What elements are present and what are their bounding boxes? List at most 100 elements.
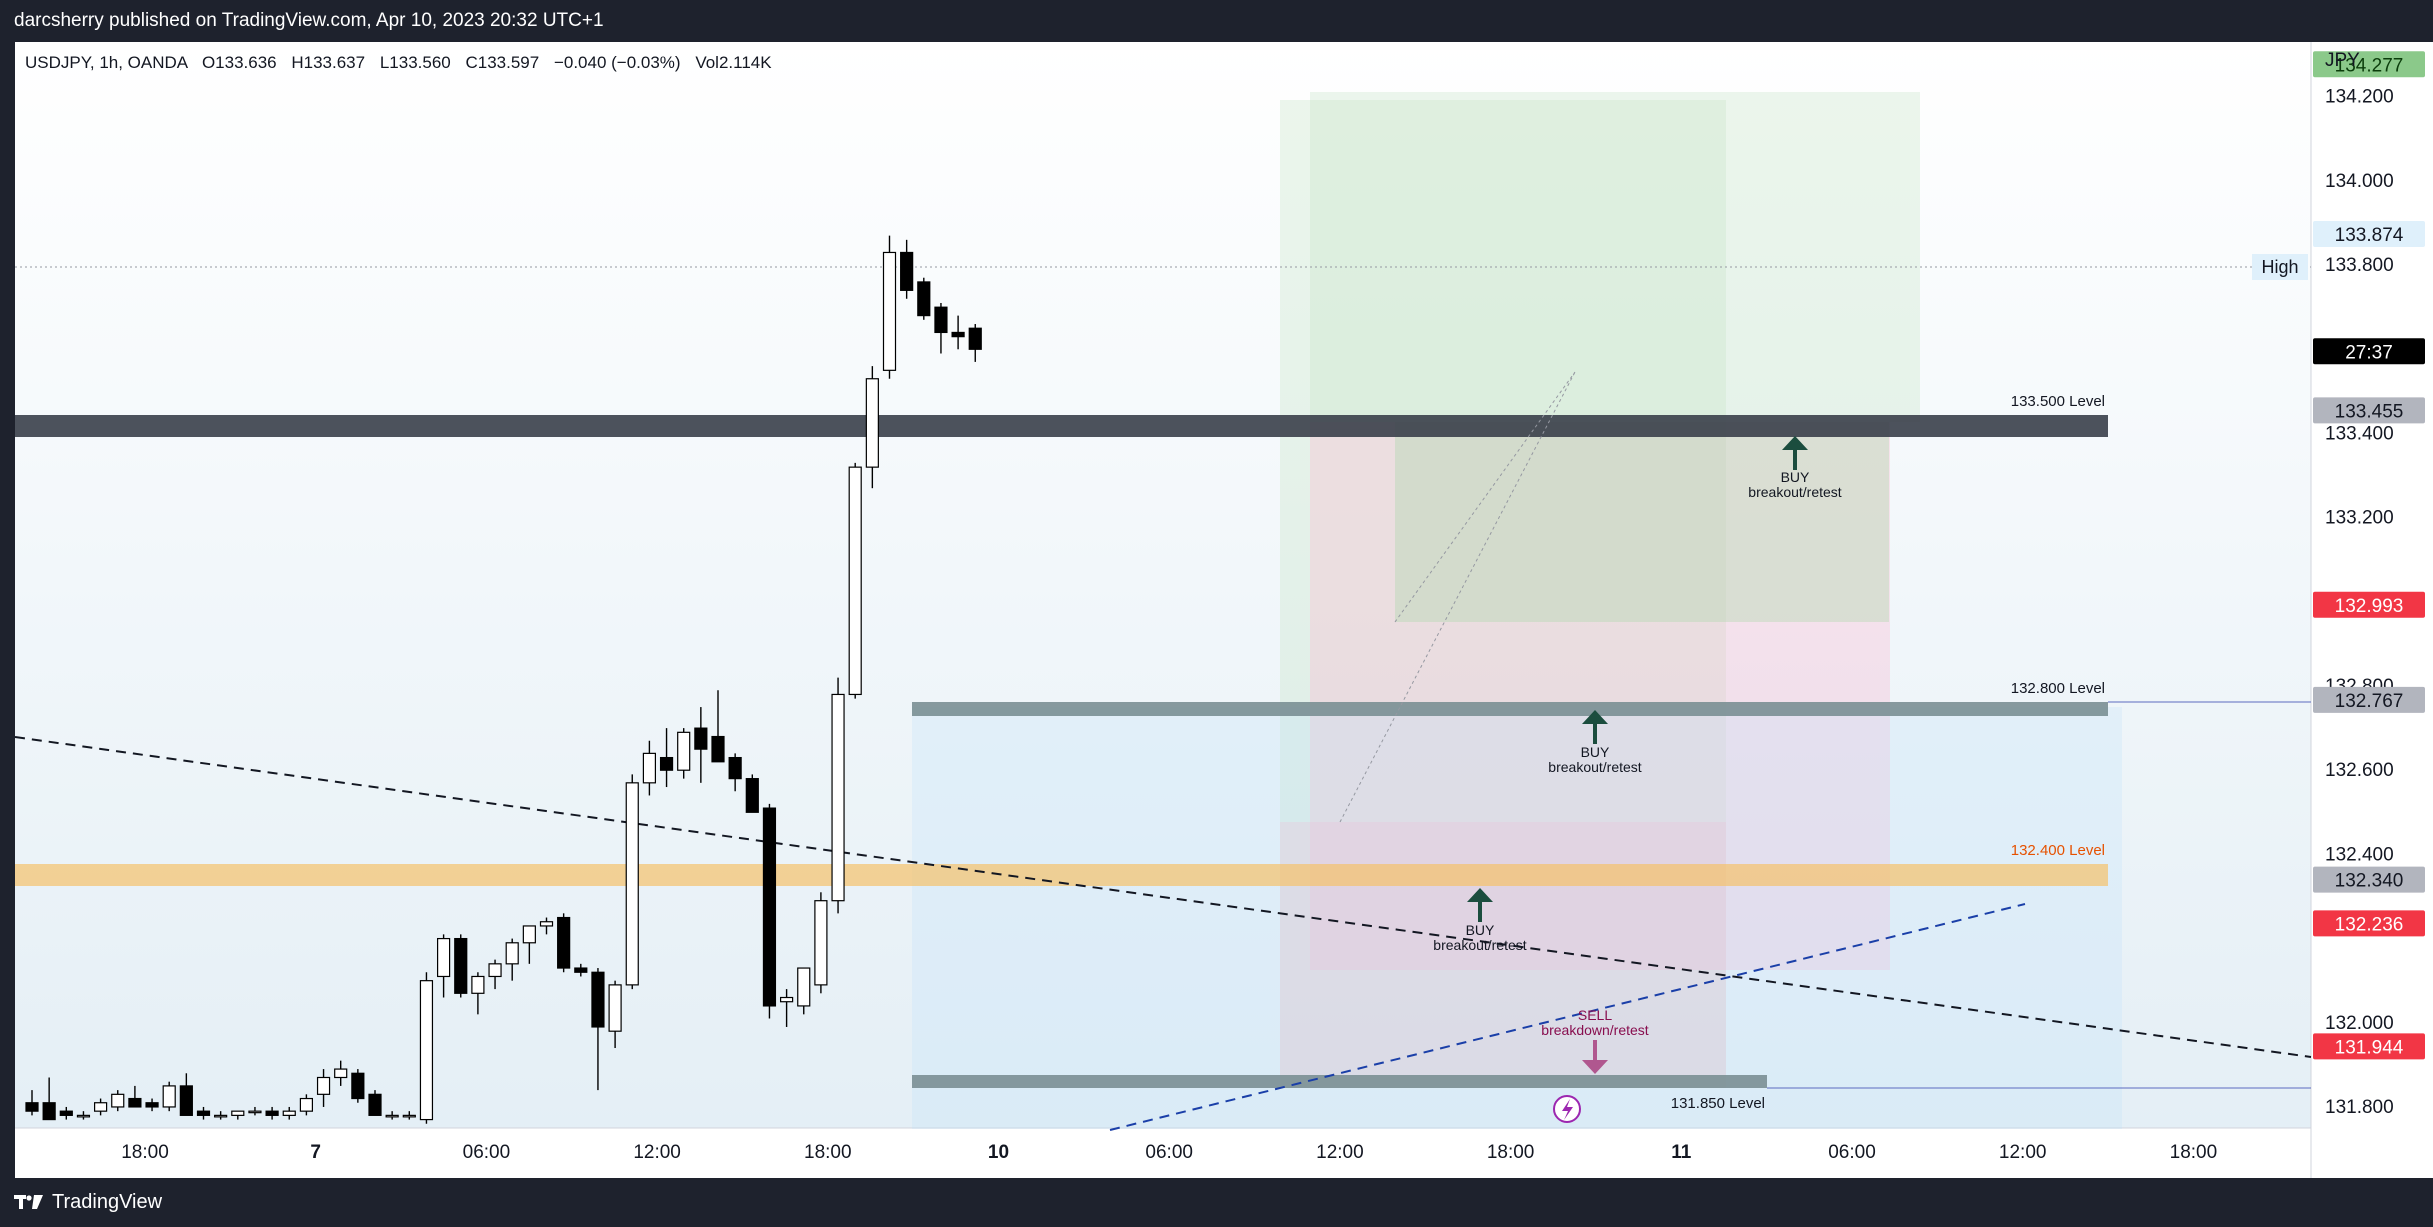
candle-down[interactable] (25, 1102, 39, 1112)
price-badge (2313, 397, 2425, 424)
price-badge-label: 132.993 (2335, 596, 2404, 617)
candle-up[interactable] (334, 1068, 348, 1079)
candle-up[interactable] (162, 1085, 176, 1108)
tradingview-logo-icon (14, 1194, 44, 1211)
candle-up[interactable] (522, 925, 536, 944)
candle-up[interactable] (402, 1114, 416, 1118)
level-label-131850: 131.850 Level (1671, 1095, 1765, 1112)
price-tick-label: 133.200 (2325, 508, 2394, 529)
annotation-buy-1-sub: breakout/retest (1748, 484, 1841, 500)
price-tick-label: 133.400 (2325, 423, 2394, 444)
legend-change: −0.040 (−0.03%) (554, 53, 681, 72)
lightning-bolt-icon (1562, 1099, 1573, 1120)
candle-down[interactable] (574, 967, 588, 973)
price-badge (2313, 1033, 2425, 1060)
publisher-text: darcsherry published on TradingView.com,… (14, 10, 604, 31)
legend-close: C133.597 (465, 53, 539, 72)
price-tick-label: 134.000 (2325, 171, 2394, 192)
candle-down[interactable] (265, 1110, 279, 1116)
price-badge-label: 131.944 (2335, 1037, 2404, 1058)
annotation-buy-1-title: BUY (1781, 469, 1810, 485)
chart-area[interactable]: 133.500 Level 132.800 Level 132.400 Leve… (14, 42, 2433, 1178)
candle-up[interactable] (882, 251, 897, 371)
candle-down[interactable] (59, 1110, 73, 1116)
legend-high: H133.637 (291, 53, 365, 72)
candle-down[interactable] (968, 327, 982, 350)
legend-line: USDJPY, 1h, OANDA O133.636 H133.637 L133… (25, 53, 772, 72)
candle-down[interactable] (196, 1110, 211, 1116)
candle-up[interactable] (214, 1114, 228, 1118)
candle-down[interactable] (659, 756, 674, 771)
candle-up[interactable] (625, 782, 639, 986)
candle-up[interactable] (231, 1110, 245, 1116)
candle-down[interactable] (42, 1102, 56, 1121)
candle-up[interactable] (282, 1110, 296, 1116)
candle-up[interactable] (677, 731, 691, 771)
currency-label: JPY (2325, 50, 2360, 71)
candle-down[interactable] (900, 251, 914, 291)
level-133500-band (15, 415, 2108, 437)
candle-down[interactable] (728, 756, 742, 780)
candle-up[interactable] (437, 937, 451, 978)
candle-down[interactable] (934, 306, 948, 334)
candle-down[interactable] (694, 727, 708, 750)
candle-up[interactable] (505, 942, 519, 965)
candle-up[interactable] (848, 466, 862, 696)
candle-up[interactable] (419, 980, 434, 1121)
candle-up[interactable] (831, 693, 845, 902)
time-tick-label: 18:00 (1487, 1142, 1535, 1163)
candle-down[interactable] (591, 971, 605, 1028)
high-label: High (2261, 257, 2298, 277)
candle-down[interactable] (951, 331, 965, 338)
candle-down[interactable] (179, 1085, 193, 1116)
level-label-133500: 133.500 Level (2011, 393, 2105, 410)
candle-down[interactable] (145, 1102, 159, 1108)
candle-up[interactable] (248, 1110, 262, 1114)
sell-arrow-down-icon (1582, 1040, 1608, 1074)
candle-up[interactable] (316, 1076, 331, 1095)
candle-up[interactable] (814, 900, 828, 986)
time-tick-label: 10 (988, 1142, 1009, 1163)
price-badge-label: 133.874 (2335, 225, 2404, 246)
candle-down[interactable] (917, 281, 931, 317)
candle-down[interactable] (368, 1093, 382, 1116)
candle-down[interactable] (128, 1097, 142, 1108)
high-label-box (2252, 254, 2308, 280)
price-badge-label: 133.455 (2335, 401, 2404, 422)
candle-up[interactable] (76, 1114, 91, 1118)
footer: TradingView (0, 1178, 2433, 1227)
candle-down[interactable] (454, 937, 468, 994)
price-tick-label: 134.200 (2325, 87, 2394, 108)
candle-up[interactable] (111, 1093, 125, 1108)
candle-up[interactable] (488, 963, 502, 978)
candle-down[interactable] (351, 1072, 365, 1100)
buy-arrow-up-icon (1467, 888, 1493, 922)
candle-up[interactable] (608, 984, 622, 1032)
candle-up[interactable] (865, 378, 879, 468)
price-tick-label: 133.800 (2325, 255, 2394, 276)
candle-up[interactable] (385, 1114, 399, 1118)
candle-down[interactable] (557, 916, 571, 969)
candle-up[interactable] (471, 975, 485, 994)
candle-up[interactable] (299, 1097, 313, 1112)
candle-up[interactable] (539, 921, 554, 927)
price-tick-label: 132.000 (2325, 1013, 2394, 1034)
candlestick-chart[interactable]: 133.500 Level 132.800 Level 132.400 Leve… (14, 42, 2433, 1178)
price-badge (2313, 591, 2425, 618)
legend-volume: Vol2.114K (695, 53, 772, 72)
candle-up[interactable] (642, 752, 657, 784)
time-tick-label: 06:00 (463, 1142, 511, 1163)
candle-down[interactable] (762, 807, 777, 1007)
candle-up[interactable] (779, 996, 794, 1003)
price-badge-label: 132.767 (2335, 691, 2404, 712)
price-badge-label: 134.277 (2335, 55, 2404, 76)
time-axis-ticks: 18:00 7 06:00 12:00 18:00 10 06:00 12:00 18:00 11… (121, 1142, 2217, 1163)
candle-up[interactable] (797, 967, 811, 1007)
candle-down[interactable] (745, 778, 759, 813)
time-tick-label: 18:00 (121, 1142, 169, 1163)
annotation-sell-sub: breakdown/retest (1541, 1022, 1649, 1038)
candle-down[interactable] (711, 735, 725, 763)
candle-up[interactable] (93, 1102, 108, 1112)
price-badge-label: 132.236 (2335, 914, 2404, 935)
time-tick-label: 06:00 (1828, 1142, 1876, 1163)
